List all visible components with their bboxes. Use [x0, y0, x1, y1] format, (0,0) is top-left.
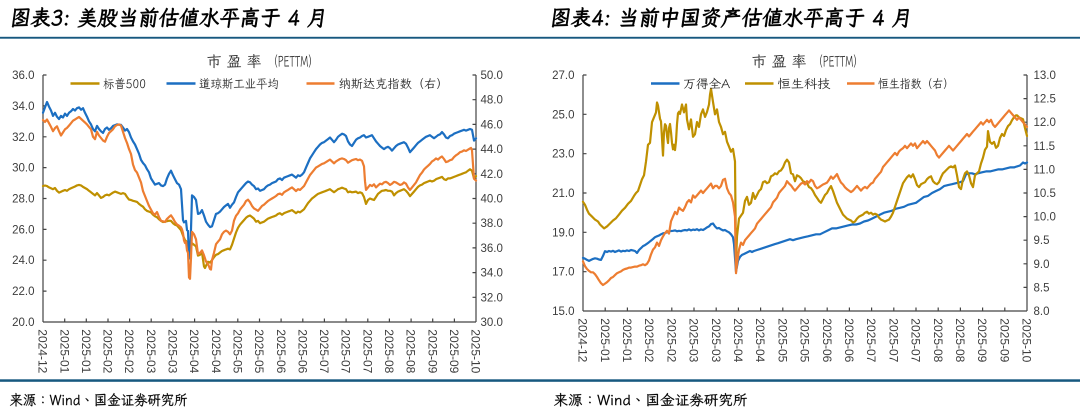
svg-text:2025-04: 2025-04 — [753, 318, 767, 362]
svg-text:2025-07: 2025-07 — [360, 329, 374, 373]
svg-text:13.0: 13.0 — [1034, 70, 1056, 82]
svg-text:20.0: 20.0 — [12, 317, 34, 329]
svg-text:30.0: 30.0 — [12, 163, 34, 175]
svg-text:32.0: 32.0 — [12, 132, 34, 144]
svg-text:2025-09: 2025-09 — [425, 329, 439, 373]
svg-text:15.0: 15.0 — [552, 306, 574, 318]
svg-text:25.0: 25.0 — [552, 109, 574, 121]
svg-text:2025-07: 2025-07 — [909, 318, 923, 362]
svg-text:2025-10: 2025-10 — [1020, 318, 1034, 362]
svg-text:23.0: 23.0 — [552, 149, 574, 161]
svg-text:2025-07: 2025-07 — [864, 318, 878, 362]
svg-text:2025-07: 2025-07 — [886, 318, 900, 362]
svg-text:36.0: 36.0 — [12, 70, 34, 82]
svg-text:2025-05: 2025-05 — [798, 318, 812, 362]
svg-text:9.0: 9.0 — [1034, 259, 1050, 271]
svg-text:2025-01: 2025-01 — [598, 318, 612, 362]
svg-text:9.5: 9.5 — [1034, 235, 1050, 247]
svg-text:2025-09: 2025-09 — [447, 329, 461, 373]
svg-text:2025-02: 2025-02 — [101, 329, 115, 373]
svg-text:2025-02: 2025-02 — [664, 318, 678, 362]
svg-text:44.0: 44.0 — [481, 144, 503, 156]
svg-text:2025-04: 2025-04 — [187, 329, 201, 373]
svg-text:2025-08: 2025-08 — [404, 329, 418, 373]
svg-text:32.0: 32.0 — [481, 292, 503, 304]
svg-text:8.5: 8.5 — [1034, 282, 1050, 294]
svg-text:21.0: 21.0 — [552, 188, 574, 200]
svg-text:11.5: 11.5 — [1034, 141, 1056, 153]
svg-text:2025-04: 2025-04 — [209, 329, 223, 373]
svg-text:2025-05: 2025-05 — [775, 318, 789, 362]
svg-text:2025-03: 2025-03 — [687, 318, 701, 362]
svg-text:34.0: 34.0 — [481, 268, 503, 280]
svg-text:2025-08: 2025-08 — [382, 329, 396, 373]
svg-text:2025-06: 2025-06 — [274, 329, 288, 373]
svg-text:2025-08: 2025-08 — [953, 318, 967, 362]
svg-text:2024-12: 2024-12 — [576, 318, 590, 362]
svg-text:2025-06: 2025-06 — [820, 318, 834, 362]
svg-text:48.0: 48.0 — [481, 95, 503, 107]
svg-text:17.0: 17.0 — [552, 267, 574, 279]
svg-text:2025-05: 2025-05 — [230, 329, 244, 373]
svg-text:10.5: 10.5 — [1034, 188, 1056, 200]
svg-text:2025-01: 2025-01 — [79, 329, 93, 373]
svg-text:34.0: 34.0 — [12, 101, 34, 113]
svg-text:22.0: 22.0 — [12, 286, 34, 298]
svg-text:2025-08: 2025-08 — [931, 318, 945, 362]
svg-text:2024-12: 2024-12 — [36, 329, 50, 373]
svg-text:2025-05: 2025-05 — [252, 329, 266, 373]
svg-text:2025-07: 2025-07 — [339, 329, 353, 373]
svg-text:2025-01: 2025-01 — [620, 318, 634, 362]
svg-text:10.0: 10.0 — [1034, 212, 1056, 224]
svg-text:50.0: 50.0 — [481, 70, 503, 82]
svg-text:2025-03: 2025-03 — [709, 318, 723, 362]
svg-text:2025-09: 2025-09 — [997, 318, 1011, 362]
svg-text:2025-07: 2025-07 — [317, 329, 331, 373]
svg-text:11.0: 11.0 — [1034, 164, 1056, 176]
svg-text:12.0: 12.0 — [1034, 117, 1056, 129]
svg-text:24.0: 24.0 — [12, 255, 34, 267]
svg-text:19.0: 19.0 — [552, 227, 574, 239]
svg-text:12.5: 12.5 — [1034, 94, 1056, 106]
svg-text:27.0: 27.0 — [552, 70, 574, 82]
svg-text:30.0: 30.0 — [481, 317, 503, 329]
svg-text:26.0: 26.0 — [12, 224, 34, 236]
svg-text:2025-02: 2025-02 — [122, 329, 136, 373]
svg-text:36.0: 36.0 — [481, 243, 503, 255]
svg-text:2025-01: 2025-01 — [57, 329, 71, 373]
svg-text:2025-06: 2025-06 — [295, 329, 309, 373]
svg-text:2025-03: 2025-03 — [144, 329, 158, 373]
svg-text:40.0: 40.0 — [481, 194, 503, 206]
svg-text:2025-06: 2025-06 — [842, 318, 856, 362]
svg-text:2025-03: 2025-03 — [166, 329, 180, 373]
svg-text:2025-10: 2025-10 — [469, 329, 483, 373]
svg-text:42.0: 42.0 — [481, 169, 503, 181]
svg-text:28.0: 28.0 — [12, 194, 34, 206]
svg-text:2025-04: 2025-04 — [731, 318, 745, 362]
svg-text:38.0: 38.0 — [481, 218, 503, 230]
svg-text:8.0: 8.0 — [1034, 306, 1050, 318]
svg-text:2025-09: 2025-09 — [975, 318, 989, 362]
svg-text:2025-02: 2025-02 — [642, 318, 656, 362]
svg-text:46.0: 46.0 — [481, 119, 503, 131]
